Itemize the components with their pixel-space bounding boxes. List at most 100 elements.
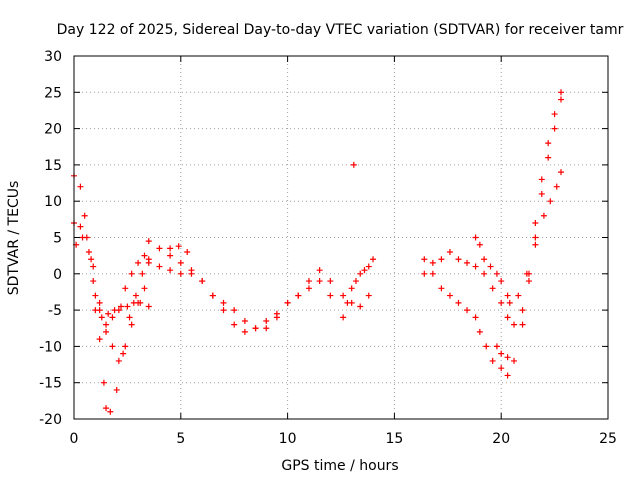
data-point [122,285,129,292]
data-point [184,249,191,256]
data-point [558,89,565,96]
data-point [105,310,112,317]
data-point [504,354,511,361]
data-point [124,303,131,310]
data-point [96,336,103,343]
y-tick-label: 30 [44,49,62,65]
data-point [252,325,259,332]
data-point [455,256,462,263]
series-trace-a [71,172,152,415]
data-point [504,314,511,321]
data-point [177,259,184,266]
data-point [175,243,182,250]
data-point [77,223,84,230]
data-point [126,314,133,321]
data-point [472,314,479,321]
data-point [547,198,554,205]
series-trace-i [340,292,372,310]
data-point [464,259,471,266]
data-point [438,285,445,292]
data-point [177,270,184,277]
data-point [284,299,291,306]
data-point [305,278,312,285]
data-point [90,278,97,285]
data-point [361,267,368,274]
data-point [167,245,174,252]
data-point [506,299,513,306]
data-point [92,292,99,299]
data-point [263,317,270,324]
data-point [98,314,105,321]
data-point [145,238,152,245]
data-point [145,303,152,310]
data-point [156,245,163,252]
data-point [103,328,110,335]
data-point [511,357,518,364]
data-point [77,183,84,190]
data-point [438,256,445,263]
data-point [103,405,110,412]
data-point [209,292,216,299]
data-point [455,299,462,306]
data-point [340,292,347,299]
series-trace-n [493,343,511,361]
y-tick-label: 5 [53,231,62,247]
data-point [327,278,334,285]
data-point [487,263,494,270]
data-point [489,285,496,292]
x-axis-ticks: 0 5 10 15 20 25 [70,56,617,447]
data-point [538,190,545,197]
data-point [498,299,505,306]
data-point [446,292,453,299]
data-point [92,307,99,314]
data-point [85,249,92,256]
x-tick-label: 0 [70,431,79,447]
data-points [71,89,565,415]
data-point [130,299,137,306]
data-point [545,140,552,147]
data-point [135,259,142,266]
data-point [558,96,565,103]
data-point [117,303,124,310]
data-point [551,111,558,118]
data-point [421,256,428,263]
data-point [167,267,174,274]
data-point [498,365,505,372]
series-trace-c [73,234,148,364]
data-point [429,259,436,266]
data-point [241,317,248,324]
y-tick-label: -20 [39,412,62,428]
data-point [476,241,483,248]
series-trace-m [472,234,511,299]
series-trace-h [340,256,377,321]
data-point [188,270,195,277]
data-point [551,125,558,132]
data-point [132,292,139,299]
data-point [545,154,552,161]
data-point [231,321,238,328]
y-tick-label: 15 [44,158,62,174]
data-point [220,307,227,314]
data-point [504,372,511,379]
data-point [511,321,518,328]
data-point [90,263,97,270]
data-point [327,292,334,299]
y-tick-label: -10 [39,339,62,355]
data-point [145,259,152,266]
data-point [141,285,148,292]
data-point [472,263,479,270]
chart-title: Day 122 of 2025, Sidereal Day-to-day VTE… [57,22,624,38]
data-point [523,270,530,277]
data-point [107,408,114,415]
series-trace-d [92,299,152,321]
x-tick-label: 5 [176,431,185,447]
y-tick-label: 10 [44,194,62,210]
series-trace-l [421,96,565,328]
data-point [481,256,488,263]
y-tick-label: 25 [44,85,62,101]
data-point [493,270,500,277]
data-point [429,270,436,277]
data-point [316,278,323,285]
data-point [100,379,107,386]
x-tick-label: 15 [385,431,403,447]
